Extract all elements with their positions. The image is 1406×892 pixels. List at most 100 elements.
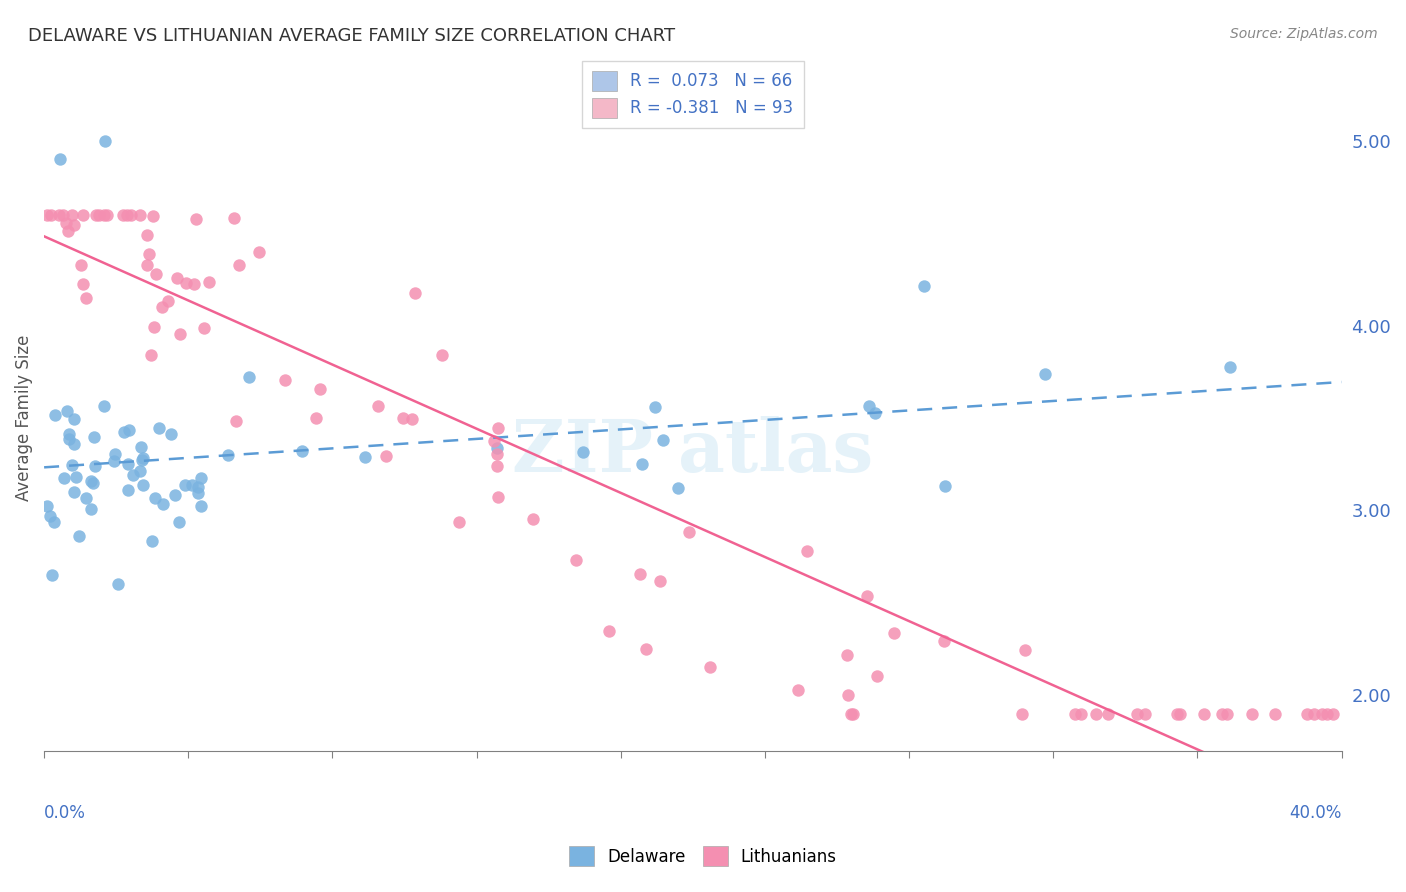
Point — [1215, 706, 1237, 721]
Point — [141, 349, 163, 363]
Point — [138, 247, 160, 261]
Point — [247, 244, 270, 259]
Point — [404, 285, 426, 300]
Point — [187, 480, 209, 494]
Point — [55, 216, 77, 230]
Point — [38, 509, 60, 524]
Point — [1133, 706, 1156, 721]
Point — [117, 457, 139, 471]
Point — [63, 485, 86, 500]
Point — [1126, 706, 1149, 721]
Point — [51, 208, 73, 222]
Point — [1295, 706, 1317, 721]
Point — [49, 153, 72, 167]
Point — [401, 412, 423, 426]
Point — [142, 209, 165, 223]
Point — [291, 444, 314, 458]
Point — [1014, 642, 1036, 657]
Point — [75, 491, 97, 506]
Point — [69, 258, 91, 272]
Point — [129, 464, 152, 478]
Point — [190, 500, 212, 514]
Point — [866, 669, 889, 683]
Point — [39, 208, 62, 222]
Point — [173, 478, 195, 492]
Text: DELAWARE VS LITHUANIAN AVERAGE FAMILY SIZE CORRELATION CHART: DELAWARE VS LITHUANIAN AVERAGE FAMILY SI… — [28, 27, 675, 45]
Legend: R =  0.073   N = 66, R = -0.381   N = 93: R = 0.073 N = 66, R = -0.381 N = 93 — [582, 61, 804, 128]
Point — [228, 258, 250, 272]
Point — [58, 427, 80, 442]
Point — [863, 406, 886, 420]
Point — [883, 626, 905, 640]
Point — [1322, 706, 1344, 721]
Point — [837, 689, 859, 703]
Point — [112, 425, 135, 439]
Point — [56, 224, 79, 238]
Point — [842, 706, 865, 721]
Point — [60, 208, 83, 222]
Point — [63, 218, 86, 232]
Point — [1194, 706, 1216, 721]
Point — [37, 499, 59, 513]
Point — [486, 446, 509, 460]
Point — [1063, 706, 1085, 721]
Point — [187, 486, 209, 500]
Point — [1097, 706, 1119, 721]
Point — [934, 479, 956, 493]
Point — [1069, 706, 1091, 721]
Point — [75, 291, 97, 305]
Point — [107, 577, 129, 591]
Point — [1240, 706, 1263, 721]
Point — [160, 427, 183, 442]
Point — [63, 411, 86, 425]
Point — [115, 208, 138, 222]
Point — [118, 423, 141, 437]
Point — [96, 208, 118, 222]
Point — [60, 458, 83, 472]
Point — [62, 437, 84, 451]
Point — [1303, 706, 1326, 721]
Point — [644, 400, 666, 414]
Point — [131, 478, 153, 492]
Point — [104, 447, 127, 461]
Point — [129, 440, 152, 454]
Point — [145, 267, 167, 281]
Point — [52, 471, 75, 485]
Point — [217, 448, 239, 462]
Point — [1211, 706, 1233, 721]
Point — [129, 208, 152, 222]
Point — [55, 404, 77, 418]
Text: 40.0%: 40.0% — [1289, 804, 1341, 822]
Point — [636, 642, 658, 657]
Point — [238, 370, 260, 384]
Point — [72, 277, 94, 291]
Point — [176, 276, 198, 290]
Point — [184, 211, 207, 226]
Legend: Delaware, Lithuanians: Delaware, Lithuanians — [561, 838, 845, 875]
Point — [93, 208, 115, 222]
Point — [375, 450, 398, 464]
Point — [1168, 706, 1191, 721]
Point — [103, 454, 125, 468]
Point — [652, 434, 675, 448]
Point — [1166, 706, 1188, 721]
Point — [486, 441, 509, 455]
Point — [121, 468, 143, 483]
Point — [392, 410, 415, 425]
Point — [183, 277, 205, 292]
Point — [41, 568, 63, 582]
Point — [94, 134, 117, 148]
Point — [225, 414, 247, 428]
Point — [44, 408, 66, 422]
Point — [572, 444, 595, 458]
Point — [222, 211, 245, 225]
Point — [165, 488, 187, 502]
Point — [120, 208, 142, 222]
Point — [430, 348, 453, 362]
Point — [112, 208, 135, 222]
Point — [169, 326, 191, 341]
Point — [305, 410, 328, 425]
Point — [67, 529, 90, 543]
Point — [148, 421, 170, 435]
Point — [135, 227, 157, 242]
